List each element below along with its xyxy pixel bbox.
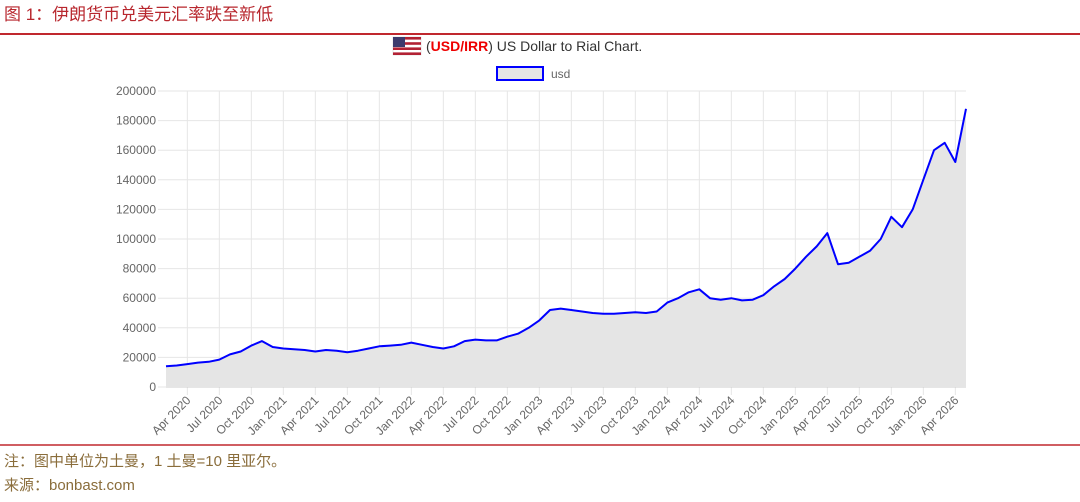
y-tick-label: 20000	[123, 350, 157, 364]
area	[166, 108, 966, 388]
y-tick-label: 0	[149, 380, 156, 394]
y-tick-label: 160000	[116, 143, 156, 157]
y-tick-label: 80000	[123, 262, 157, 276]
line	[165, 108, 967, 368]
legend-label[interactable]: usd	[551, 67, 570, 81]
y-tick-label: 140000	[116, 173, 156, 187]
y-tick-label: 120000	[116, 202, 156, 216]
legend-swatch[interactable]	[496, 66, 544, 81]
x-tick-label: Apr 2020	[149, 393, 194, 438]
y-tick-label: 60000	[123, 291, 157, 305]
title-text: US Dollar to Rial Chart.	[497, 38, 643, 54]
y-tick-label: 200000	[116, 84, 156, 98]
chart-title: (USD/IRR) US Dollar to Rial Chart.	[426, 38, 642, 54]
y-tick-label: 180000	[116, 114, 156, 128]
paren: (	[426, 38, 431, 54]
paren: )	[488, 38, 497, 54]
note: 注：图中单位为土曼，1 土曼=10 里亚尔。	[4, 453, 286, 470]
y-tick-label: 40000	[123, 321, 157, 335]
flag	[392, 36, 422, 56]
pair: USD/IRR	[431, 38, 489, 54]
figure-title: 图 1：伊朗货币兑美元汇率跌至新低	[4, 5, 273, 24]
y-tick-label: 100000	[116, 232, 156, 246]
source: 来源：bonbast.com	[4, 477, 135, 494]
